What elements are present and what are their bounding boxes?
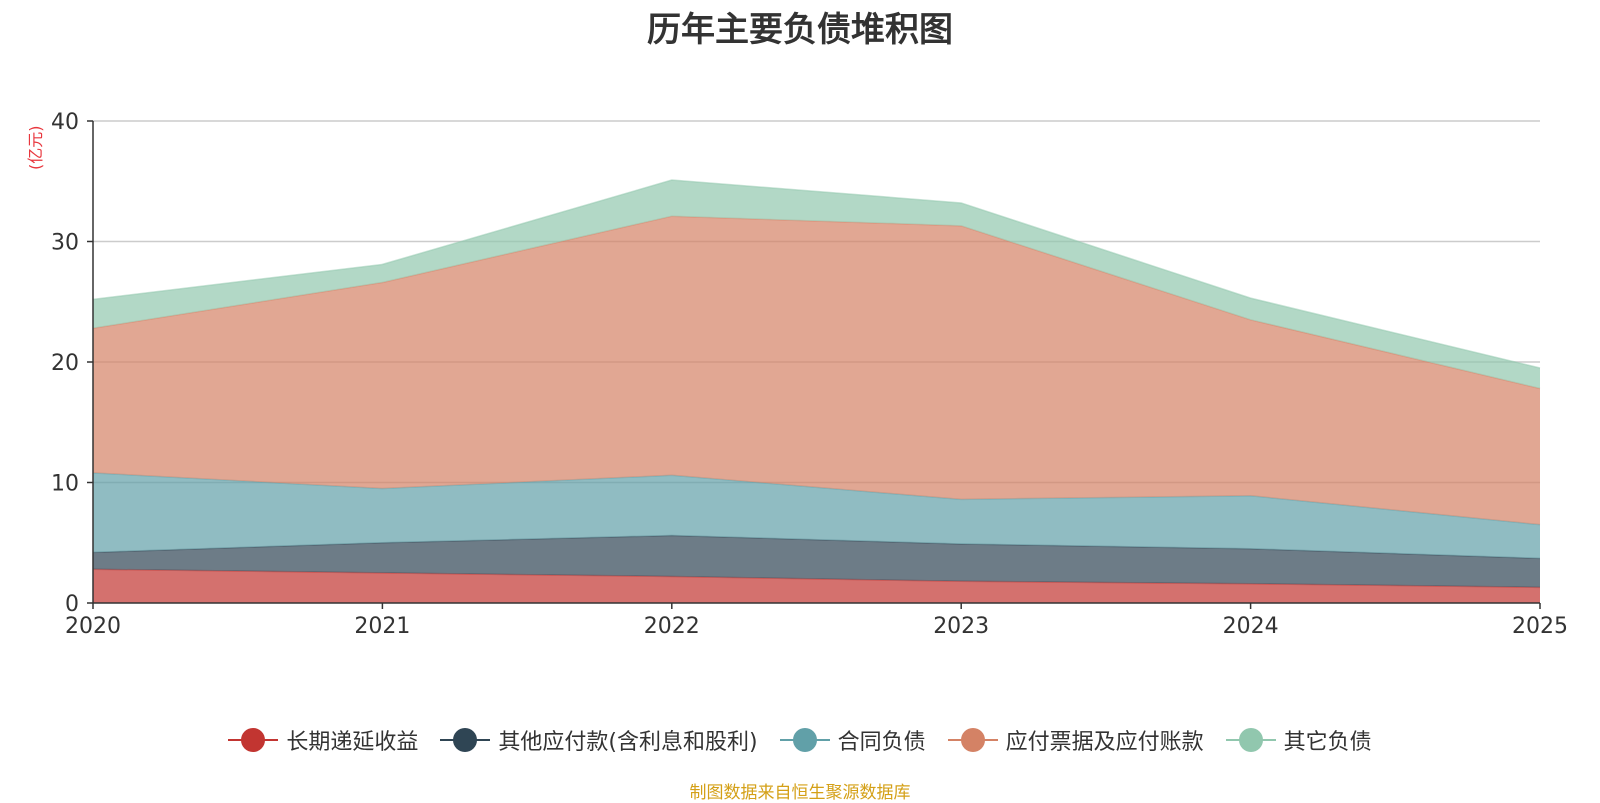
y-axis-unit-label: (亿元) xyxy=(26,125,45,171)
axes: 0 10 20 30 40 2020 2021 2022 2023 2024 2025 xyxy=(51,110,1568,639)
legend-marker-icon xyxy=(779,728,830,752)
x-tick-label-2025: 2025 xyxy=(1512,614,1568,639)
area-series-1[interactable] xyxy=(93,535,1540,588)
legend-item-1[interactable]: 其他应付款(含利息和股利) xyxy=(440,724,758,756)
x-tick-label-2021: 2021 xyxy=(354,614,410,639)
chart-title: 历年主要负债堆积图 xyxy=(647,10,953,50)
legend-item-2[interactable]: 合同负债 xyxy=(779,724,926,756)
legend: 长期递延收益 其他应付款(含利息和股利) 合同负债 应付票据及应付账款 其它负债 xyxy=(0,720,1600,760)
legend-label: 应付票据及应付账款 xyxy=(1005,730,1204,755)
area-series xyxy=(92,179,1541,603)
y-tick-label-30: 30 xyxy=(51,231,79,256)
area-series-0[interactable] xyxy=(93,569,1540,603)
legend-marker-icon xyxy=(1225,728,1276,752)
legend-label: 长期递延收益 xyxy=(286,730,419,755)
legend-label: 其他应付款(含利息和股利) xyxy=(498,730,758,755)
x-tick-label-2023: 2023 xyxy=(933,614,989,639)
area-series-2[interactable] xyxy=(93,472,1540,559)
x-tick-label-2024: 2024 xyxy=(1223,614,1279,639)
legend-marker-icon xyxy=(228,728,279,752)
legend-item-0[interactable]: 长期递延收益 xyxy=(228,724,418,756)
y-tick-label-40: 40 xyxy=(51,110,79,135)
x-tick-label-2022: 2022 xyxy=(644,614,700,639)
legend-item-4[interactable]: 其它负债 xyxy=(1225,724,1372,756)
series-line-0 xyxy=(92,568,1541,589)
source-note: 制图数据来自恒生聚源数据库 xyxy=(689,783,911,803)
y-tick-label-20: 20 xyxy=(51,351,79,376)
y-tick-label-10: 10 xyxy=(51,472,79,497)
y-tick-label-0: 0 xyxy=(65,592,79,617)
legend-marker-icon xyxy=(947,728,998,752)
legend-marker-icon xyxy=(440,728,491,752)
legend-label: 合同负债 xyxy=(837,730,926,755)
x-tick-label-2020: 2020 xyxy=(65,614,121,639)
series-line-4 xyxy=(92,179,1541,369)
legend-item-3[interactable]: 应付票据及应付账款 xyxy=(947,724,1204,756)
legend-label: 其它负债 xyxy=(1283,730,1372,755)
area-series-3[interactable] xyxy=(93,216,1540,525)
